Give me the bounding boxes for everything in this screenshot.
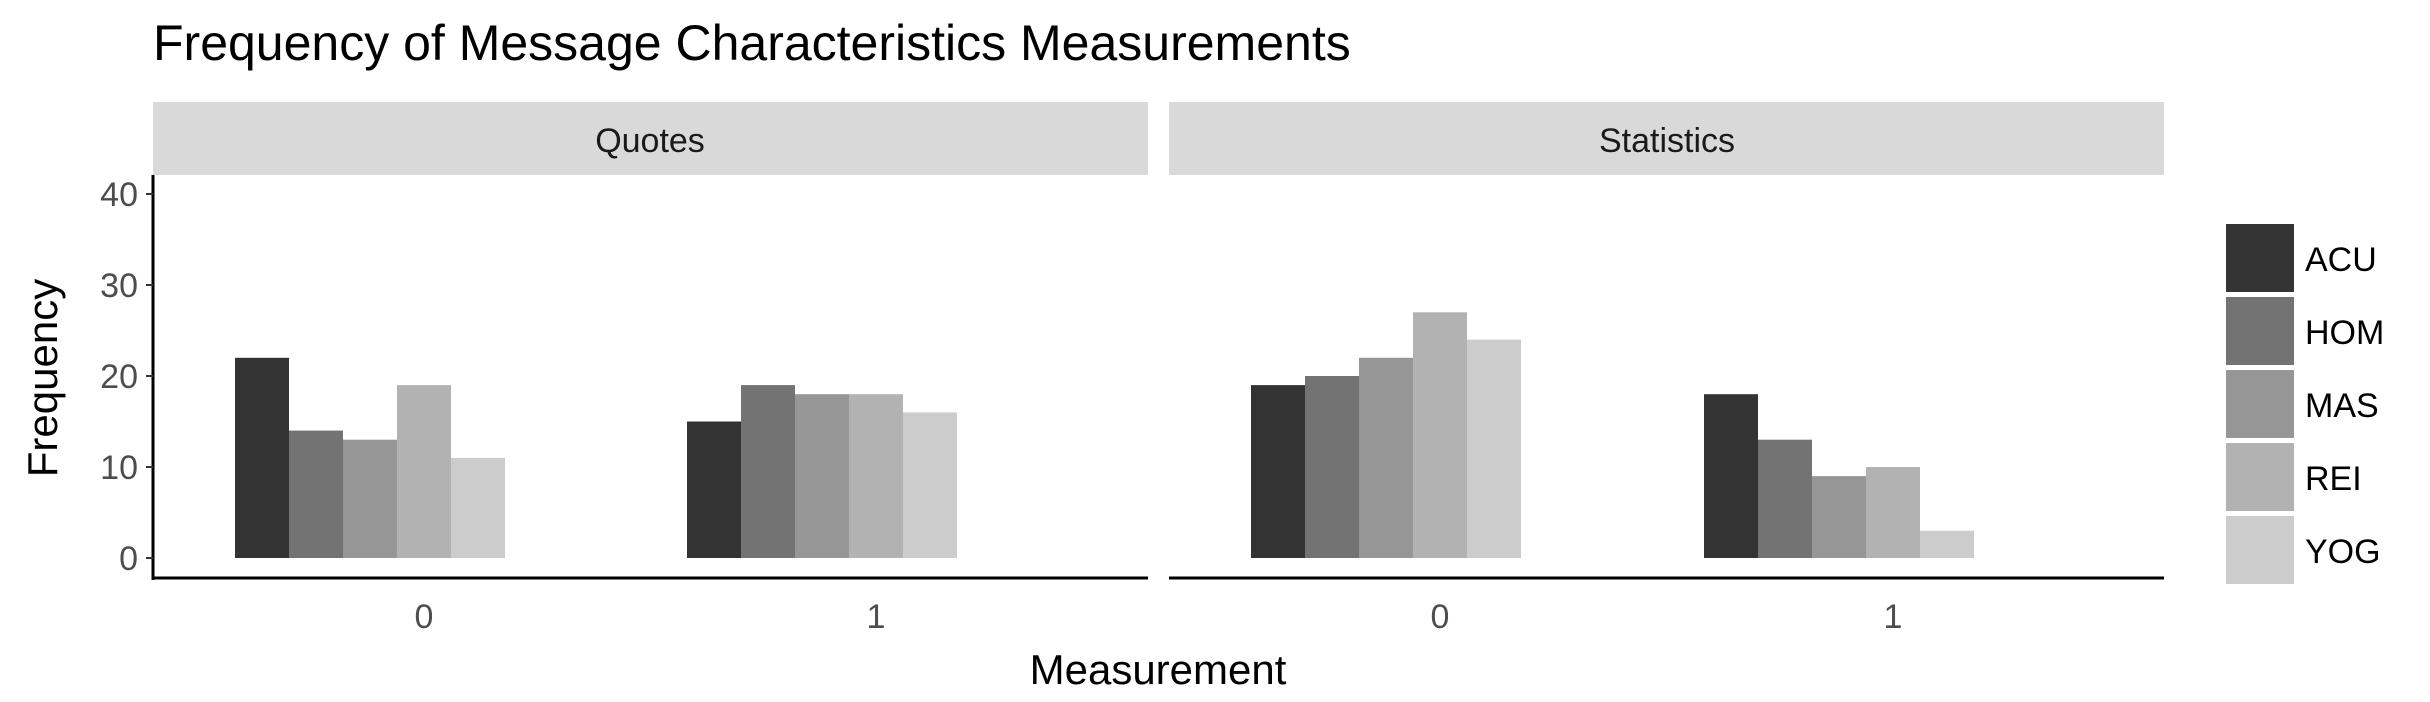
y-axis: 0 10 20 30 40 Frequency bbox=[19, 175, 155, 580]
panel-statistics: Statistics 0 1 bbox=[1169, 102, 2164, 636]
bar-quotes-1-rei bbox=[849, 394, 903, 558]
bar-statistics-0-hom bbox=[1305, 376, 1359, 558]
legend-label-mas: MAS bbox=[2305, 387, 2379, 425]
x-tick-quotes-1: 1 bbox=[867, 598, 886, 636]
legend-label-acu: ACU bbox=[2305, 241, 2377, 279]
chart-title: Frequency of Message Characteristics Mea… bbox=[153, 15, 1351, 71]
bar-statistics-1-yog bbox=[1920, 530, 1974, 558]
legend-key-hom bbox=[2226, 297, 2294, 365]
strip-label-statistics: Statistics bbox=[1599, 122, 1735, 160]
x-tick-statistics-1: 1 bbox=[1884, 598, 1903, 636]
bar-quotes-0-acu bbox=[235, 357, 289, 558]
strip-label-quotes: Quotes bbox=[595, 122, 705, 160]
y-axis-title: Frequency bbox=[19, 279, 66, 477]
y-tick-label: 10 bbox=[100, 449, 138, 487]
bar-quotes-1-hom bbox=[741, 385, 795, 558]
legend-key-mas bbox=[2226, 370, 2294, 438]
y-tick-label: 20 bbox=[100, 358, 138, 396]
x-axis-title: Measurement bbox=[1030, 646, 1287, 693]
legend-key-rei bbox=[2226, 443, 2294, 511]
bar-quotes-1-mas bbox=[795, 394, 849, 558]
bar-statistics-1-acu bbox=[1704, 394, 1758, 558]
bar-statistics-0-yog bbox=[1467, 339, 1521, 558]
bar-quotes-0-hom bbox=[289, 430, 343, 558]
bars-statistics bbox=[1251, 312, 1974, 558]
bar-statistics-1-hom bbox=[1758, 439, 1812, 558]
strip-statistics-background bbox=[1169, 102, 2164, 175]
bar-quotes-0-rei bbox=[397, 385, 451, 558]
legend-label-hom: HOM bbox=[2305, 314, 2384, 352]
x-tick-quotes-0: 0 bbox=[415, 598, 434, 636]
y-ticks: 0 10 20 30 40 bbox=[100, 176, 153, 578]
panel-quotes: Quotes 0 1 bbox=[153, 102, 1148, 636]
bar-statistics-0-acu bbox=[1251, 385, 1305, 558]
bars-quotes bbox=[235, 357, 957, 558]
legend-key-acu bbox=[2226, 224, 2294, 292]
y-tick-label: 40 bbox=[100, 176, 138, 214]
legend-label-rei: REI bbox=[2305, 460, 2362, 498]
legend-key-yog bbox=[2226, 516, 2294, 584]
bar-statistics-1-mas bbox=[1812, 476, 1866, 558]
bar-statistics-0-mas bbox=[1359, 357, 1413, 558]
bar-quotes-1-acu bbox=[687, 421, 741, 558]
legend: ACU HOM MAS REI YOG bbox=[2226, 224, 2384, 584]
bar-statistics-1-rei bbox=[1866, 467, 1920, 558]
bar-quotes-0-mas bbox=[343, 439, 397, 558]
bar-quotes-0-yog bbox=[451, 457, 505, 558]
y-tick-label: 30 bbox=[100, 267, 138, 305]
legend-label-yog: YOG bbox=[2305, 533, 2381, 571]
bar-statistics-0-rei bbox=[1413, 312, 1467, 558]
x-tick-statistics-0: 0 bbox=[1431, 598, 1450, 636]
strip-quotes-background bbox=[153, 102, 1148, 175]
bar-quotes-1-yog bbox=[903, 412, 957, 558]
y-tick-label: 0 bbox=[119, 540, 138, 578]
